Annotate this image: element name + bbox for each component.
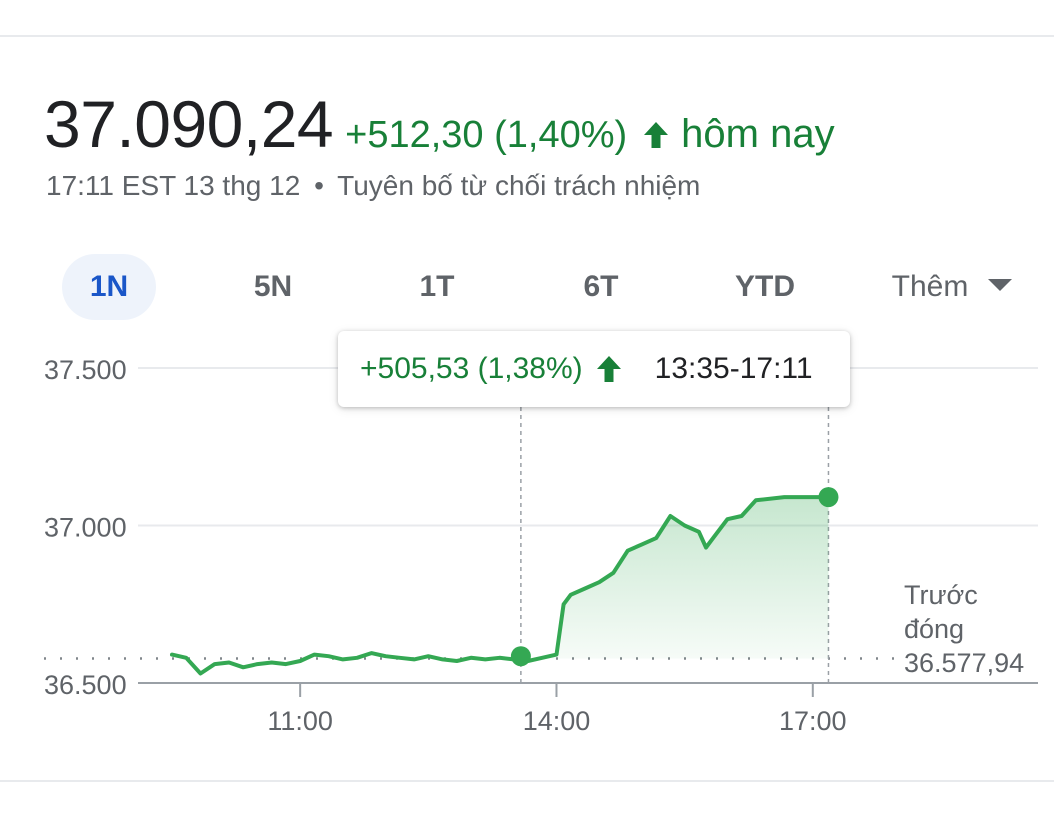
tooltip-range: 13:35-17:11 [654,352,813,385]
y-tick-label: 37.000 [44,513,127,543]
y-tick-label: 37.500 [44,355,127,385]
price-change: +512,30 (1,40%) [345,114,628,156]
x-tick-label: 14:00 [523,706,591,736]
series-line [170,495,831,676]
x-tick-label: 17:00 [779,706,847,736]
top-divider [0,35,1054,37]
arrow-up-icon [596,356,621,382]
range-tabs: 1N 5N 1T 6T YTD Thêm [62,254,1032,320]
bottom-divider [0,780,1054,782]
tab-5n[interactable]: 5N [253,270,293,303]
selection-start-point [510,646,531,667]
tab-ytd[interactable]: YTD [735,270,795,303]
tab-6t[interactable]: 6T [583,270,619,303]
tab-more-label: Thêm [891,270,969,303]
y-tick-label: 36.500 [44,670,127,700]
quote-header: 37.090,24 +512,30 (1,40%) hôm nay [44,86,835,162]
quote-timestamp: 17:11 EST 13 thg 12 [46,170,301,201]
tab-more[interactable]: Thêm [872,254,1032,320]
previous-close: Trước đóng 36.577,94 [904,578,1024,680]
current-price: 37.090,24 [44,87,334,161]
arrow-up-icon [644,122,669,148]
selection-end-point [818,487,839,508]
previous-close-label: Trước đóng [904,580,978,644]
selection-area [520,497,829,661]
previous-close-value: 36.577,94 [904,648,1025,678]
change-period: hôm nay [681,112,835,156]
selection-tooltip: +505,53 (1,38%) 13:35-17:11 [338,331,850,407]
tooltip-change: +505,53 (1,38%) [360,352,583,385]
tab-1t[interactable]: 1T [419,270,455,303]
quote-meta: 17:11 EST 13 thg 12 • Tuyên bố từ chối t… [46,170,700,202]
meta-separator: • [314,170,324,201]
disclaimer-link[interactable]: Tuyên bố từ chối trách nhiệm [337,170,701,201]
chevron-down-icon [988,279,1013,292]
x-tick-label: 11:00 [267,706,333,736]
tab-1n[interactable]: 1N [62,254,156,320]
